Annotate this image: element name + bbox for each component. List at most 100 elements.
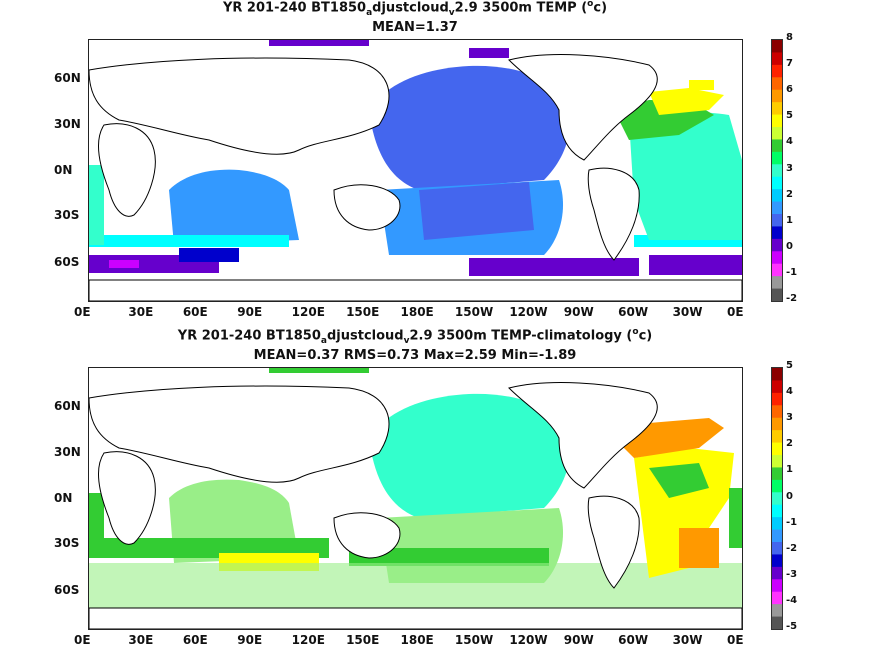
chart2-title: YR 201-240 BT1850adjustcloudv2.9 3500m T… <box>177 327 653 346</box>
chart1-region-southern-ocean-cyan <box>89 235 289 247</box>
colorbar-cell <box>772 263 782 277</box>
colorbar-tick-label: 7 <box>786 58 793 70</box>
chart2-colorbar <box>771 367 783 630</box>
colorbar-tick-label: 2 <box>786 438 793 450</box>
x-tick-label: 120E <box>291 305 325 319</box>
colorbar-cell <box>772 616 782 629</box>
x-tick-label: 30E <box>128 633 154 647</box>
colorbar-cell <box>772 430 782 444</box>
colorbar-tick-label: 0 <box>786 490 793 502</box>
colorbar-tick-label: -5 <box>786 621 798 632</box>
x-tick-label: 60E <box>182 305 208 319</box>
x-tick-label: 90W <box>563 633 594 647</box>
x-tick-label: 90W <box>563 305 594 319</box>
chart1-eurasia <box>89 57 390 155</box>
x-tick-label: 0E <box>74 633 91 647</box>
x-tick-label: 90E <box>237 633 263 647</box>
x-tick-label: 90E <box>237 305 263 319</box>
x-tick-label: 0E <box>74 305 91 319</box>
colorbar-cell <box>772 504 782 518</box>
colorbar-tick-label: 3 <box>786 412 793 424</box>
x-tick-label: 60W <box>618 633 649 647</box>
chart2-map <box>88 367 743 630</box>
colorbar-cell <box>772 201 782 215</box>
colorbar-cell <box>772 151 782 165</box>
x-tick-label: 180E <box>400 305 434 319</box>
x-tick-label: 60W <box>618 305 649 319</box>
x-tick-label: 150E <box>346 633 380 647</box>
colorbar-cell <box>772 288 782 301</box>
colorbar-cell <box>772 52 782 66</box>
colorbar-tick-label: 8 <box>786 32 793 43</box>
y-tick-label: 60S <box>54 255 80 270</box>
colorbar-cell <box>772 554 782 568</box>
colorbar-cell <box>772 226 782 240</box>
colorbar-tick-label: 2 <box>786 188 793 200</box>
colorbar-tick-label: 5 <box>786 360 793 371</box>
chart1-subtitle: MEAN=1.37 <box>372 20 458 35</box>
colorbar-cell <box>772 77 782 91</box>
colorbar-cell <box>772 492 782 506</box>
x-tick-label: 30W <box>672 305 703 319</box>
colorbar-cell <box>772 517 782 531</box>
chart1-africa <box>98 123 156 217</box>
colorbar-tick-label: -2 <box>786 542 798 554</box>
chart2-region-north-pacific <box>369 393 570 518</box>
x-tick-label: 150E <box>346 305 380 319</box>
x-tick-label: 120E <box>291 633 325 647</box>
colorbar-cell <box>772 529 782 543</box>
colorbar-tick-label: -1 <box>786 516 798 528</box>
y-tick-label: 0N <box>54 490 73 505</box>
chart1-region-north-pacific <box>369 65 570 190</box>
colorbar-cell <box>772 214 782 227</box>
y-tick-label: 30S <box>54 536 80 551</box>
chart1-south-america <box>587 167 640 261</box>
x-tick-label: 30W <box>672 633 703 647</box>
colorbar-cell <box>772 392 782 406</box>
colorbar-tick-label: 4 <box>786 386 793 398</box>
colorbar-cell <box>772 127 782 140</box>
y-tick-label: 30S <box>54 208 80 223</box>
colorbar-cell <box>772 40 782 53</box>
colorbar-tick-label: -3 <box>786 568 798 580</box>
chart1-title: YR 201-240 BT1850adjustcloudv2.9 3500m T… <box>222 0 608 18</box>
chart1-colorbar <box>771 39 783 302</box>
x-tick-label: 150W <box>454 305 494 319</box>
y-tick-label: 60N <box>54 399 81 414</box>
chart1-region-north-atlantic-yellow <box>649 88 724 115</box>
colorbar-cell <box>772 164 782 178</box>
y-tick-label: 30N <box>54 445 81 460</box>
colorbar-tick-label: 4 <box>786 136 793 148</box>
x-tick-label: 0E <box>727 633 744 647</box>
colorbar-cell <box>772 566 782 580</box>
chart1-region-atlantic-green <box>629 111 742 240</box>
chart1-australia <box>333 184 401 231</box>
colorbar-cell <box>772 251 782 265</box>
colorbar-tick-label: 0 <box>786 240 793 252</box>
colorbar-cell <box>772 114 782 128</box>
x-tick-label: 120W <box>509 305 548 319</box>
colorbar-tick-label: 6 <box>786 84 793 96</box>
colorbar-tick-label: 5 <box>786 110 793 122</box>
chart2-antarctica <box>89 607 742 629</box>
chart2-africa <box>98 451 156 545</box>
colorbar-cell <box>772 579 782 593</box>
colorbar-cell <box>772 442 782 456</box>
x-tick-label: 120W <box>509 633 548 647</box>
colorbar-cell <box>772 189 782 203</box>
colorbar-cell <box>772 604 782 618</box>
colorbar-cell <box>772 542 782 555</box>
chart1-north-america <box>508 54 658 161</box>
colorbar-cell <box>772 467 782 481</box>
colorbar-cell <box>772 591 782 605</box>
colorbar-cell <box>772 479 782 493</box>
y-tick-label: 0N <box>54 162 73 177</box>
y-tick-label: 60N <box>54 71 81 86</box>
colorbar-cell <box>772 176 782 190</box>
x-tick-label: 180E <box>400 633 434 647</box>
colorbar-cell <box>772 417 782 431</box>
x-tick-label: 150W <box>454 633 494 647</box>
colorbar-cell <box>772 64 782 78</box>
colorbar-tick-label: 3 <box>786 162 793 174</box>
colorbar-cell <box>772 276 782 290</box>
